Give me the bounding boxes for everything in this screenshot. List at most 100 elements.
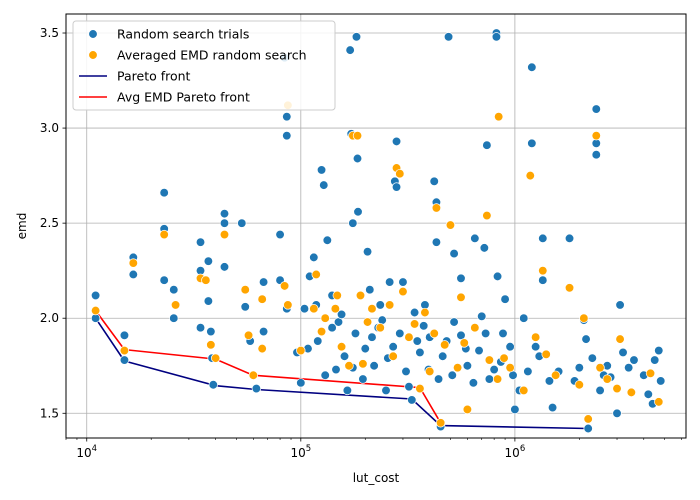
scatter-point	[654, 345, 664, 356]
y-tick-label: 3.0	[40, 121, 59, 135]
scatter-point	[629, 355, 639, 365]
scatter-point	[595, 363, 605, 373]
scatter-point	[602, 374, 612, 384]
scatter-point	[319, 180, 329, 190]
scatter-point	[650, 355, 660, 365]
scatter-point	[208, 380, 218, 390]
scatter-point	[362, 247, 373, 257]
scatter-point	[643, 389, 653, 399]
scatter-point	[440, 340, 450, 350]
scatter-point	[90, 290, 101, 301]
scatter-point	[195, 323, 206, 333]
scatter-point	[219, 218, 230, 228]
scatter-point	[128, 258, 138, 268]
legend-box	[72, 20, 336, 111]
scatter-point	[119, 345, 130, 356]
scatter-point	[169, 285, 179, 295]
scatter-point	[530, 342, 541, 352]
scatter-point	[391, 136, 402, 147]
scatter-point	[618, 347, 628, 358]
scatter-point	[320, 313, 330, 323]
scatter-point	[339, 351, 350, 361]
scatter-point	[388, 351, 398, 361]
scatter-point	[336, 342, 347, 352]
scatter-point	[258, 326, 269, 337]
scatter-point	[330, 304, 341, 314]
scatter-point	[345, 45, 355, 55]
scatter-point	[336, 309, 347, 320]
scatter-point	[348, 218, 358, 228]
scatter-point	[445, 220, 456, 230]
scatter-point	[538, 233, 548, 244]
scatter-point	[316, 326, 327, 337]
scatter-point	[327, 323, 337, 333]
scatter-point	[412, 336, 422, 346]
scatter-point	[452, 363, 463, 373]
legend-label: Random search trials	[117, 27, 249, 42]
scatter-point	[90, 305, 101, 316]
scatter-point	[433, 374, 444, 384]
scatter-point	[353, 207, 363, 217]
scatter-point	[377, 315, 387, 325]
scatter-point	[449, 248, 459, 259]
scatter-point	[527, 138, 537, 148]
scatter-point	[479, 243, 489, 253]
scatter-point	[351, 32, 362, 42]
scatter-point	[206, 340, 216, 350]
scatter-point	[404, 382, 414, 392]
scatter-point	[456, 273, 466, 283]
scatter-point	[159, 229, 169, 240]
scatter-point	[401, 366, 411, 377]
scatter-point	[369, 361, 379, 371]
scatter-point	[257, 294, 267, 304]
scatter-point	[626, 387, 637, 398]
scatter-point	[456, 292, 466, 302]
scatter-point	[352, 131, 363, 141]
scatter-point	[519, 385, 529, 396]
x-tick-label: 104	[76, 444, 97, 460]
scatter-point	[459, 338, 469, 348]
scatter-point	[443, 32, 454, 42]
scatter-point	[331, 364, 341, 375]
scatter-point	[206, 326, 216, 337]
scatter-point	[219, 229, 230, 240]
scatter-point	[435, 418, 446, 428]
scatter-point	[332, 290, 342, 301]
scatter-point	[409, 319, 420, 329]
scatter-point	[527, 62, 537, 72]
scatter-point	[201, 275, 211, 285]
scatter-point	[407, 395, 417, 405]
y-tick-label: 3.5	[40, 26, 59, 40]
axes-frame	[65, 13, 687, 439]
scatter-point	[381, 385, 391, 396]
scatter-point	[159, 275, 169, 285]
scatter-point	[240, 302, 250, 312]
scatter-point	[624, 363, 634, 373]
scatter-point	[581, 334, 591, 344]
scatter-point	[429, 176, 439, 186]
scatter-point	[538, 275, 548, 285]
scatter-point	[492, 374, 503, 384]
scatter-point	[395, 169, 405, 179]
scatter-point	[355, 290, 366, 301]
scatter-point	[195, 237, 206, 247]
scatter-point	[309, 252, 319, 263]
scatter-point	[499, 353, 509, 363]
scatter-point	[282, 131, 292, 141]
scatter-point	[505, 363, 515, 373]
scatter-point	[462, 404, 473, 415]
scatter-point	[311, 269, 321, 280]
scatter-point	[395, 328, 405, 339]
scatter-point	[350, 328, 361, 339]
scatter-point	[541, 349, 551, 359]
scatter-point	[477, 311, 487, 321]
scatter-point	[251, 383, 262, 394]
scatter-point	[547, 402, 558, 413]
scatter-point	[564, 233, 575, 244]
scatter-point	[279, 281, 290, 291]
scatter-point	[415, 347, 425, 358]
scatter-point	[322, 235, 332, 245]
x-axis-label: lut_cost	[353, 471, 400, 485]
scatter-point	[525, 170, 535, 181]
